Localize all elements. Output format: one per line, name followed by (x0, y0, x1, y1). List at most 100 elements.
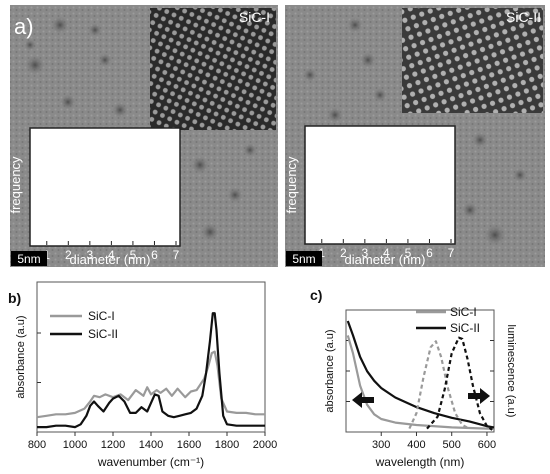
histogram-bar (79, 152, 84, 245)
histogram-tick-label: 7 (173, 248, 180, 262)
nanoparticle (227, 187, 243, 203)
nanoparticle (513, 168, 527, 182)
histogram-bar (392, 150, 398, 243)
histogram-tick-label: 6 (426, 246, 433, 260)
nanoparticle (243, 143, 257, 157)
left-arrow-icon (352, 392, 374, 408)
histogram-tick-label: 5 (130, 248, 137, 262)
optical-legend-label: SiC-I (450, 305, 477, 319)
histogram-bar (367, 233, 372, 243)
ftir-series-line (36, 350, 265, 419)
ftir-tick-label: 1800 (215, 439, 239, 451)
histogram-sic1-frame (29, 127, 181, 247)
ftir-series (36, 312, 265, 429)
nanoparticle (360, 52, 376, 68)
histogram-sic2-xlabel: diameter (nm) (345, 252, 426, 267)
ftir-tick-label: 1600 (177, 439, 201, 451)
ftir-tick-label: 2000 (253, 439, 277, 451)
histogram-bar (405, 205, 411, 243)
right-arrow-icon (468, 388, 490, 404)
histogram-sic2: 1234567 frequency diameter (nm) (284, 125, 456, 267)
ftir-plot-frame (36, 281, 266, 433)
ftir-tick-label: 1400 (139, 439, 163, 451)
optical-series-line (426, 336, 493, 431)
nanoparticle (60, 94, 76, 110)
histogram-bar (61, 235, 67, 245)
ftir-legend-label: SiC-I (88, 309, 115, 323)
panel-c-label: c) (310, 287, 322, 303)
ftir-tick-label: 800 (28, 439, 46, 451)
histogram-tick-label: 7 (448, 246, 455, 260)
ftir-tick-label: 1200 (101, 439, 125, 451)
nanoparticle (88, 23, 102, 37)
histogram-tick-label: 2 (65, 248, 72, 262)
scalebar-sic1-label: 5nm (17, 252, 40, 266)
optical-chart: 300 400 500 600 SiC-I SiC-II absorbance (a.u… (324, 305, 517, 469)
histogram-bar (388, 159, 393, 243)
histogram-tick-label: 5 (405, 246, 412, 260)
optical-tick-label: 600 (478, 439, 496, 451)
nanoparticle (191, 156, 209, 174)
histogram-sic1-bars (61, 152, 114, 245)
nanoparticle (51, 16, 69, 34)
ftir-ylabel: absorbance (a.u) (15, 315, 27, 398)
nanoparticle (472, 132, 488, 148)
scalebar-sic2-label: 5nm (292, 252, 315, 266)
histogram-tick-label: 6 (151, 248, 158, 262)
histogram-tick-label: 4 (383, 246, 390, 260)
optical-xlabel: wavelength (nm) (375, 455, 465, 469)
histogram-bar (401, 187, 406, 243)
nanoparticle (462, 202, 478, 218)
nanoparticle (98, 53, 112, 67)
histogram-sic1-xlabel: diameter (nm) (70, 252, 151, 267)
histogram-bar (379, 196, 385, 243)
histogram-sic1: 1234567 frequency diameter (nm) (8, 127, 181, 267)
optical-series-line (408, 340, 470, 430)
optical-tick-label: 300 (372, 439, 390, 451)
ftir-legend-label: SiC-II (88, 327, 118, 341)
optical-ylabel-luminescence: luminescence (a.u) (505, 325, 517, 418)
histogram-bar (418, 238, 423, 243)
optical-legend: SiC-I SiC-II (416, 305, 480, 335)
sic1-image-title: SiC-I (239, 9, 270, 25)
ftir-chart: 800 1000 1200 1400 1600 1800 2000 SiC-ISiC-II … (15, 281, 277, 469)
optical-tick-label: 500 (443, 439, 461, 451)
nanoparticle (327, 107, 343, 123)
optical-series-line (346, 335, 494, 430)
histogram-bar (83, 170, 88, 245)
nanoparticle (25, 55, 45, 75)
ftir-xlabel: wavenumber (cm⁻¹) (97, 455, 204, 469)
optical-series-line (346, 320, 495, 429)
histogram-bar (74, 179, 80, 245)
optical-x-ticks: 300 400 500 600 (346, 340, 496, 451)
sic2-image-title: SiC-II (506, 9, 541, 25)
histogram-bar (414, 229, 419, 243)
hrtem-inset-sic2 (402, 8, 543, 113)
histogram-bar (410, 215, 415, 243)
histogram-tick-label: 3 (87, 248, 94, 262)
histogram-sic1-ylabel: frequency (8, 156, 23, 214)
hrtem-inset-sic1 (150, 8, 276, 130)
optical-series (346, 320, 495, 431)
nanoparticle (201, 223, 219, 241)
nanoparticle (303, 68, 317, 82)
histogram-tick-label: 2 (340, 246, 347, 260)
optical-ylabel-absorbance: absorbance (a.u) (324, 329, 336, 412)
histogram-bar (96, 217, 101, 245)
panel-b-label: b) (8, 290, 21, 306)
ftir-legend: SiC-I SiC-II (50, 309, 118, 341)
panel-a-label: a) (14, 14, 34, 39)
nanoparticle (112, 102, 128, 118)
nanoparticle (484, 224, 506, 246)
ftir-x-ticks: 800 1000 1200 1400 1600 1800 2000 (28, 332, 277, 451)
histogram-bar (375, 215, 380, 243)
histogram-bar (70, 207, 75, 245)
optical-tick-label: 400 (407, 439, 425, 451)
scalebar-sic2: 5nm (286, 251, 322, 266)
scalebar-sic1: 5nm (11, 251, 47, 266)
histogram-bar (66, 226, 71, 245)
ftir-tick-label: 1000 (63, 439, 87, 451)
histogram-bar (100, 226, 105, 245)
ftir-series-line (37, 312, 265, 429)
